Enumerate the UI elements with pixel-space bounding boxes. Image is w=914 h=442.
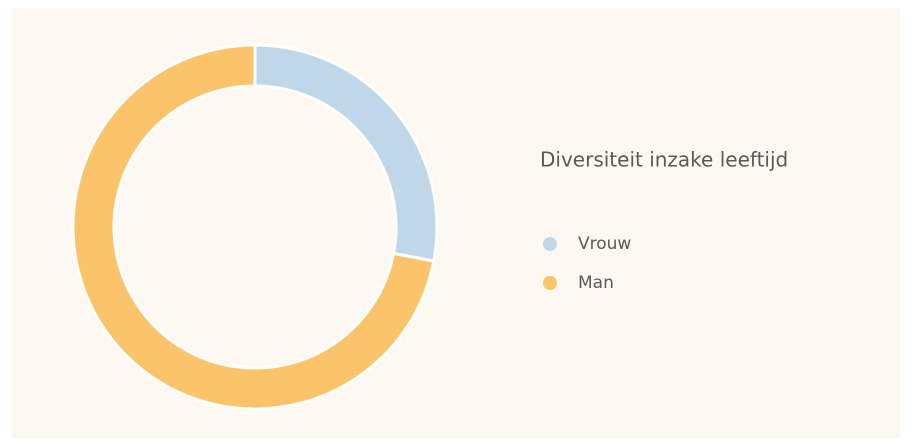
chart-title: Diversiteit inzake leeftijd (540, 148, 788, 172)
legend-label: Vrouw (578, 234, 631, 254)
legend-swatch (543, 237, 557, 251)
legend-swatch (543, 276, 557, 290)
legend-label: Man (578, 273, 614, 293)
donut-slice (71, 43, 436, 411)
